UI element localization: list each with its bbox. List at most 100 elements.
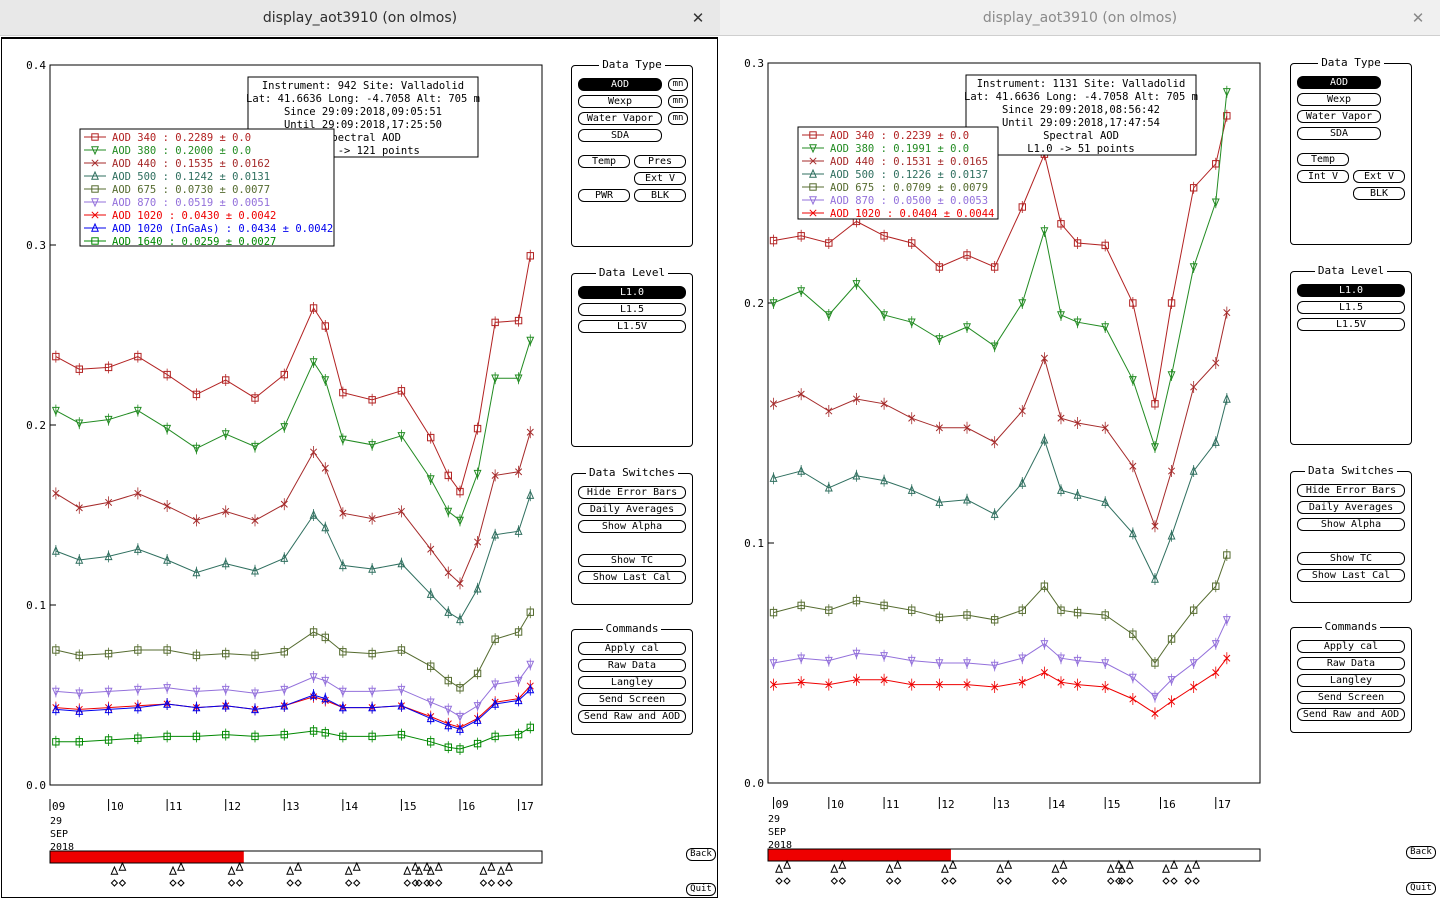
data-point [1167, 635, 1176, 643]
level-l10-button[interactable]: L1.0 [1297, 284, 1405, 297]
data-point [397, 685, 406, 695]
series-line [55, 495, 531, 621]
timeline-marker [1184, 877, 1192, 885]
data-point [473, 424, 482, 433]
level-l15v-button[interactable]: L1.5V [578, 320, 686, 333]
data-point [880, 652, 889, 662]
water-vapor-button[interactable]: Water Vapor [1297, 110, 1381, 123]
quit-button[interactable]: Quit [686, 883, 716, 896]
legend-label: AOD 440 : 0.1535 ± 0.0162 [112, 158, 270, 170]
langley-button[interactable]: Langley [578, 676, 686, 689]
legend-marker [91, 146, 99, 156]
timeline-marker [941, 877, 949, 885]
show-alpha-button[interactable]: Show Alpha [578, 520, 686, 533]
sda-button[interactable]: SDA [578, 129, 662, 142]
data-point [444, 507, 453, 517]
data-point [309, 689, 318, 699]
show-tc-button[interactable]: Show TC [1297, 552, 1405, 565]
titlebar[interactable]: display_aot3910 (on olmos) ✕ [720, 0, 1440, 36]
timeline-marker [415, 879, 423, 887]
data-point [526, 428, 534, 436]
aod-mn-button[interactable]: mn [668, 78, 688, 91]
daily-averages-button[interactable]: Daily Averages [1297, 501, 1405, 514]
temp-button[interactable]: Temp [1297, 153, 1349, 166]
send-raw-aod-button[interactable]: Send Raw and AOD [1297, 708, 1405, 721]
data-point [280, 700, 289, 710]
data-point [163, 698, 172, 708]
data-point [133, 702, 142, 712]
info-box [965, 74, 1197, 156]
aod-button[interactable]: AOD [578, 78, 662, 91]
close-icon[interactable]: ✕ [691, 9, 705, 27]
sda-button[interactable]: SDA [1297, 127, 1381, 140]
show-tc-button[interactable]: Show TC [578, 554, 686, 567]
send-screen-button[interactable]: Send Screen [578, 693, 686, 706]
blk-button[interactable]: BLK [634, 189, 686, 202]
titlebar[interactable]: display_aot3910 (on olmos) ✕ [0, 0, 720, 36]
apply-cal-button[interactable]: Apply cal [1297, 640, 1405, 653]
hide-error-bars-button[interactable]: Hide Error Bars [1297, 484, 1405, 497]
hide-error-bars-button[interactable]: Hide Error Bars [578, 486, 686, 499]
close-icon[interactable]: ✕ [1411, 9, 1425, 27]
timeline-marker [505, 879, 513, 887]
data-point [51, 545, 60, 555]
send-raw-aod-button[interactable]: Send Raw and AOD [578, 710, 686, 723]
legend-box [79, 128, 335, 247]
ext-v-button[interactable]: Ext V [1353, 170, 1405, 183]
timeline-marker [345, 879, 353, 887]
timeline-marker [487, 879, 496, 887]
data-point [852, 649, 861, 659]
raw-data-button[interactable]: Raw Data [578, 659, 686, 672]
wexp-mn-button[interactable]: mn [668, 95, 688, 108]
data-point [769, 472, 778, 482]
data-point [880, 475, 889, 485]
series-line [55, 689, 531, 730]
show-last-cal-button[interactable]: Show Last Cal [578, 571, 686, 584]
data-point [222, 376, 230, 384]
int-v-button[interactable]: Int V [1297, 170, 1349, 183]
level-l15-button[interactable]: L1.5 [1297, 301, 1405, 314]
langley-button[interactable]: Langley [1297, 674, 1405, 687]
x-tick-label: 14 [345, 800, 359, 813]
pres-button[interactable]: Pres [634, 155, 686, 168]
ext-v-button[interactable]: Ext V [634, 172, 686, 185]
data-point [1101, 659, 1110, 669]
blk-button[interactable]: BLK [1353, 187, 1405, 200]
level-l10-button[interactable]: L1.0 [578, 286, 686, 299]
data-point [1223, 112, 1231, 120]
apply-cal-button[interactable]: Apply cal [578, 642, 686, 655]
data-point [473, 469, 482, 479]
back-button[interactable]: Back [1406, 846, 1436, 859]
data-point [456, 745, 464, 753]
wexp-button[interactable]: Wexp [1297, 93, 1381, 106]
legend-label: AOD 1020 : 0.0430 ± 0.0042 [112, 210, 276, 222]
send-screen-button[interactable]: Send Screen [1297, 691, 1405, 704]
aod-button[interactable]: AOD [1297, 76, 1381, 89]
timeline-marker [1184, 863, 1193, 873]
back-button[interactable]: Back [686, 848, 716, 861]
data-point [769, 400, 778, 408]
show-last-cal-button[interactable]: Show Last Cal [1297, 569, 1405, 582]
daily-averages-button[interactable]: Daily Averages [578, 503, 686, 516]
data-point [908, 681, 916, 689]
water-vapor-button[interactable]: Water Vapor [578, 112, 662, 125]
level-l15-button[interactable]: L1.5 [578, 303, 686, 316]
quit-button[interactable]: Quit [1406, 882, 1436, 895]
data-point [769, 236, 778, 245]
pwr-button[interactable]: PWR [578, 189, 630, 202]
window-left: display_aot3910 (on olmos) ✕ 0.4 0.3 0.2 0.… [0, 0, 720, 900]
legend-marker [91, 211, 99, 219]
data-point [444, 471, 452, 480]
show-alpha-button[interactable]: Show Alpha [1297, 518, 1405, 531]
data-point [1073, 489, 1082, 499]
data-point [474, 538, 482, 546]
water-vapor-mn-button[interactable]: mn [668, 112, 688, 125]
raw-data-button[interactable]: Raw Data [1297, 657, 1405, 670]
series-aod-1640 [52, 721, 534, 755]
data-point [456, 516, 464, 526]
temp-button[interactable]: Temp [578, 155, 630, 168]
data-point [526, 336, 535, 346]
level-l15v-button[interactable]: L1.5V [1297, 318, 1405, 331]
wexp-button[interactable]: Wexp [578, 95, 662, 108]
data-point [991, 683, 999, 691]
